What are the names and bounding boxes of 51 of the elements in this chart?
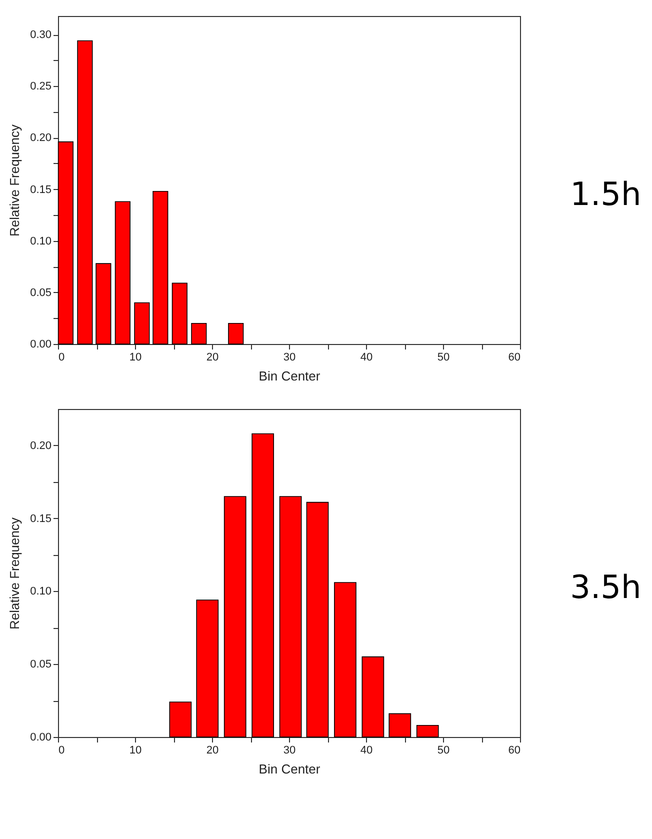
y-tick-label: 0.05: [30, 286, 52, 299]
y-tick-label: 0.00: [30, 338, 52, 350]
bar: [191, 322, 207, 344]
y-tick-label: 0.05: [30, 658, 52, 671]
bar: [388, 713, 412, 738]
x-axis-title: Bin Center: [258, 368, 321, 384]
x-tick-label: 50: [437, 744, 450, 756]
x-tick-label: 10: [129, 352, 142, 364]
x-axis-title: Bin Center: [258, 762, 321, 776]
bar: [228, 322, 244, 344]
x-tick-label: 60: [508, 352, 520, 364]
x-tick-label: 40: [360, 744, 373, 756]
y-tick-label: 0.10: [30, 586, 52, 598]
bar: [279, 496, 302, 738]
bar: [77, 40, 93, 344]
bar: [306, 502, 329, 738]
bar: [362, 656, 384, 738]
bar: [172, 282, 188, 344]
bar: [96, 263, 112, 344]
x-tick-label: 30: [283, 744, 296, 756]
y-axis-title: Relative Frequency: [7, 124, 22, 236]
x-tick-label: 0: [58, 352, 65, 364]
x-tick-label: 20: [206, 352, 219, 364]
x-tick-label: 60: [508, 744, 520, 756]
bar: [224, 496, 246, 738]
bar: [152, 190, 168, 344]
y-tick-label: 0.15: [30, 184, 52, 196]
bar: [114, 201, 130, 344]
text: 1.5h: [570, 175, 642, 213]
bar: [334, 582, 356, 738]
x-tick-label: 0: [58, 744, 65, 756]
text: 3.5h: [570, 568, 642, 606]
bar: [196, 600, 219, 738]
y-tick-label: 0.20: [30, 132, 52, 144]
y-tick-label: 0.00: [30, 732, 52, 744]
x-tick-label: 30: [283, 352, 296, 364]
y-tick-label: 0.25: [30, 80, 52, 93]
bar: [416, 724, 439, 738]
y-axis-title: Relative Frequency: [7, 517, 22, 630]
x-tick-label: 40: [360, 352, 373, 364]
x-tick-label: 20: [206, 744, 219, 756]
y-tick-label: 0.10: [30, 235, 52, 248]
y-tick-label: 0.30: [30, 29, 52, 42]
bar: [58, 141, 74, 344]
bar: [134, 302, 150, 344]
y-tick-label: 0.20: [30, 440, 52, 452]
bar: [252, 433, 274, 738]
x-tick-label: 10: [129, 744, 142, 756]
bar: [169, 702, 192, 738]
y-tick-label: 0.15: [30, 512, 52, 525]
x-tick-label: 50: [437, 352, 450, 364]
